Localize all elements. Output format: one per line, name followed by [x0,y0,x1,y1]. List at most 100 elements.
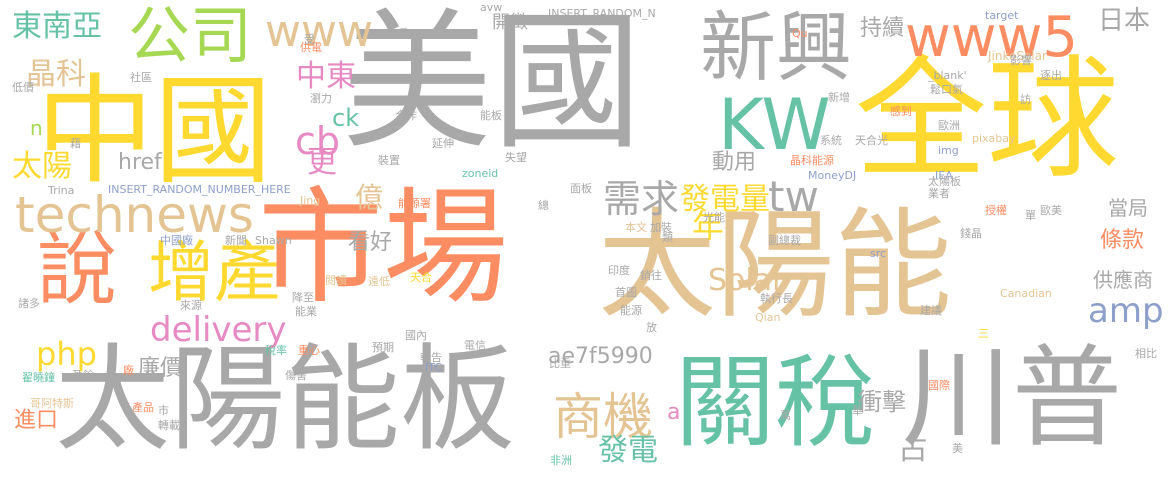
word-hundred-million: 億 [355,181,384,214]
word-total: 總 [538,199,549,212]
word-n: n [30,116,43,140]
word-optimistic: 看好 [348,230,393,255]
word-canadian: Canadian [1000,287,1052,300]
word-jinko-energy: 晶科能源 [790,154,834,167]
word-release: 放 [646,321,657,334]
word-category: 類 [662,231,673,244]
word-ten-thousand: 萬 [780,409,791,422]
word-trina-solar-cn: 天合光 [855,134,888,147]
word-zoneid: zoneid [462,167,499,180]
word-shawn: Shawn [255,234,292,247]
word-japan: 日本 [1098,6,1151,36]
word-extend: 延伸 [432,137,454,150]
word-focus: 重心 [298,344,320,357]
word-moneydj: MoneyDJ [808,169,857,182]
word-disappointed: 失望 [505,151,527,164]
word-delivery: delivery [150,310,287,350]
word-domestic: 國內 [405,329,427,342]
word-trina: Trina [48,184,75,197]
word-single: 單 [1025,209,1036,222]
word-china-factory: 中國廠 [160,234,193,247]
word-tariff: 關稅 [675,344,875,461]
word-mobilize: 動用 [712,150,757,175]
word-power-generation: 發電 [598,433,658,468]
word-city: 市 [158,404,169,417]
word-harm: 傷害 [285,369,307,382]
word-kw: KW [718,84,831,166]
word-ceo: 執行長 [760,292,793,305]
word-beautiful: 美 [952,442,963,455]
word-factory: 廠 [123,364,134,377]
word-compared: 相比 [1135,347,1157,360]
word-jinko: 晶科 [26,57,86,92]
word-cooperate: 合作 [395,109,417,122]
word-insert-random-number-here: INSERT_RANDOM_NUMBER_HERE [108,183,291,196]
word-southeast-asia: 東南亞 [12,9,102,44]
word-clause: 條款 [1100,228,1145,253]
word-feel: 感到 [890,105,912,118]
word-amp: amp [1088,291,1164,331]
word-year: 年 [692,207,725,245]
word-cb: cb [295,119,341,163]
word-reprint: 轉載 [158,419,180,432]
word-business-opportunity: 商機 [553,388,653,446]
word-this-article: 本文 [625,221,647,234]
word-canadian-solar-cn: 哥阿特斯 [30,397,74,410]
word-market: 市場 [258,176,508,321]
word-solar-energy: 太陽能 [598,196,953,334]
word-jinkosolar: JinkoSolar [988,49,1047,63]
word-india: 印度 [608,264,630,277]
word-trina-short: 天合 [410,271,432,284]
word-pixabay: pixabay [972,132,1016,145]
word-iea: IEA [935,169,953,182]
word-report: 報告 [420,351,442,364]
word-photovoltaic: 光能 [703,211,725,224]
word-low-price: 低價 [12,81,34,94]
word-system: 系統 [820,134,842,147]
word-emerging: 新興 [700,3,852,92]
word-say: 說 [37,223,117,316]
word-influence: 影響 [1010,54,1032,67]
word-company: 公司 [128,0,253,72]
word-visit: 訪 [1020,93,1031,106]
word-authorities: 當局 [1108,196,1148,220]
word-more: 更 [307,145,337,180]
word-levy: 開徵 [492,12,528,33]
word-install: 加裝 [650,221,672,234]
word-news: 新聞 [225,234,247,247]
word-many: 諸多 [18,297,40,310]
word-ck: ck [332,104,360,132]
word-proportion: 比重 [549,357,571,370]
word-energy-industry: 能業 [295,305,317,318]
word-qu: Qu [792,27,808,40]
word-demand: 需求 [603,177,680,221]
word-possess: 具 [398,27,409,40]
word-euro-america: 歐美 [1040,204,1062,217]
word-trump: 川普 [902,334,1122,462]
word-device: 裝置 [378,154,400,167]
word-tw: tw [768,172,819,221]
word-drop-to: 降至 [292,291,314,304]
word-energy: 能源 [620,304,642,317]
word-europe: 歐洲 [938,119,960,132]
word-three: 三 [978,327,989,340]
word-suggest: 建議 [920,304,942,317]
word-expected: 預期 [372,341,394,354]
word-authorize: 授權 [985,204,1007,217]
word-a: a [667,400,681,425]
word-usa: 美國 [342,0,643,170]
word-panel-fragment: 能板 [480,109,502,122]
word-community: 社區 [130,71,152,84]
word-www5: www5 [905,5,1079,70]
word-continue: 持續 [860,16,905,41]
word-cover-image: 首圖 [615,286,637,299]
word-impact: 衝擊 [858,388,906,416]
word-itc: ITC [425,361,442,374]
word-www: www [265,6,373,57]
word-img: img [938,144,959,157]
word-qian: Qian [755,311,781,324]
word-solar-board: 太陽板 [928,175,961,188]
word-middle-east: 中東 [296,59,356,94]
word-href: href [118,150,162,175]
word-power-generation-volume: 發電量 [680,182,770,217]
